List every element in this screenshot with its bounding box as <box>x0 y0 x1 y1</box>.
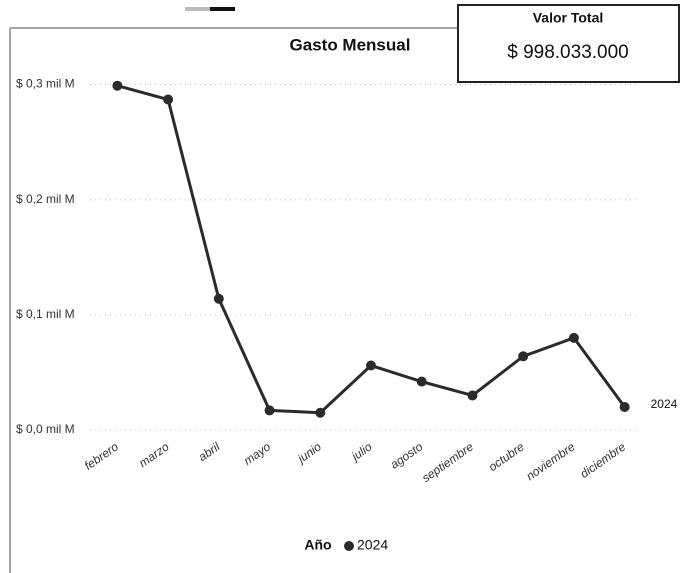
point <box>366 360 376 371</box>
y-tick-label: $ 0,2 mil M <box>16 192 75 206</box>
point <box>315 407 326 418</box>
point <box>264 405 275 416</box>
y-tick-label: $ 0,3 mil M <box>16 77 75 91</box>
point <box>619 401 630 412</box>
legend-label: 2024 <box>357 537 388 553</box>
end-label: 2024 <box>651 397 678 411</box>
point <box>568 332 579 343</box>
card-label: Valor Total <box>533 10 604 26</box>
point <box>112 80 123 91</box>
point <box>163 94 174 105</box>
legend-marker <box>344 541 354 551</box>
card-value: $ 998.033.000 <box>507 42 629 63</box>
point <box>213 293 224 304</box>
y-tick-label: $ 0,1 mil M <box>16 307 75 321</box>
point <box>518 351 529 362</box>
chart-title: Gasto Mensual <box>290 35 411 54</box>
point <box>467 390 478 401</box>
kpi-card <box>457 4 680 83</box>
legend-title: Año <box>304 537 331 553</box>
slider-handle <box>185 7 210 11</box>
y-tick-label: $ 0,0 mil M <box>16 422 75 436</box>
slider-handle <box>210 7 235 11</box>
point <box>416 376 427 387</box>
